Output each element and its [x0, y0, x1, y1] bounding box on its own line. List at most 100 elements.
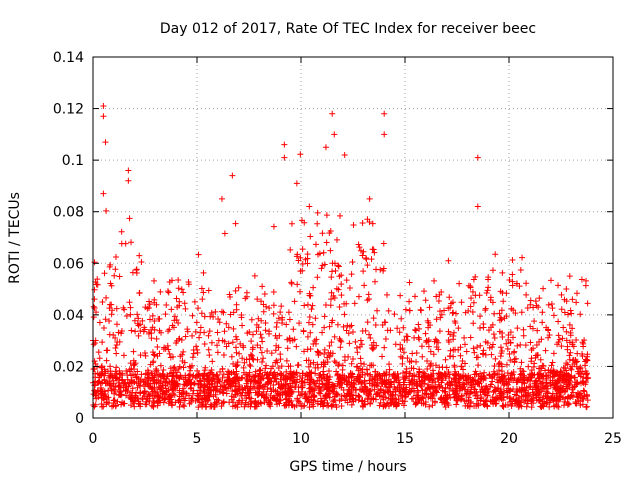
data-point	[358, 397, 365, 404]
data-point	[126, 368, 133, 375]
data-point	[364, 262, 371, 269]
data-point	[489, 344, 496, 351]
data-point	[320, 368, 327, 375]
data-point	[321, 346, 328, 353]
data-point	[427, 363, 434, 370]
data-point	[230, 325, 237, 332]
data-point	[319, 230, 326, 237]
data-point	[175, 397, 182, 404]
data-point	[477, 325, 484, 332]
data-point	[297, 268, 304, 275]
data-point	[299, 246, 306, 253]
data-point	[461, 334, 468, 341]
data-point	[367, 400, 374, 407]
data-point	[549, 359, 556, 366]
data-point	[510, 349, 517, 356]
data-point	[558, 343, 565, 350]
data-point	[109, 307, 116, 314]
data-point	[308, 306, 315, 313]
data-point	[201, 340, 208, 347]
data-point	[208, 309, 215, 316]
data-point	[427, 348, 434, 355]
data-point	[129, 269, 136, 276]
data-point	[401, 337, 408, 344]
data-point	[314, 209, 321, 216]
data-point	[307, 361, 314, 368]
data-point	[257, 383, 264, 390]
data-point	[310, 284, 317, 291]
data-point	[263, 362, 270, 369]
data-point	[262, 320, 269, 327]
data-point	[151, 380, 158, 387]
data-point	[153, 301, 160, 308]
data-point	[528, 346, 535, 353]
data-point	[446, 385, 453, 392]
data-point	[499, 333, 506, 340]
data-point	[357, 360, 364, 367]
data-point	[155, 316, 162, 323]
data-point	[238, 314, 245, 321]
data-point	[303, 357, 310, 364]
data-point	[176, 403, 183, 410]
data-point	[112, 345, 119, 352]
data-point	[508, 305, 515, 312]
data-point	[160, 367, 167, 374]
data-point	[106, 331, 113, 338]
data-point	[563, 328, 570, 335]
data-point	[528, 355, 535, 362]
data-point	[418, 343, 425, 350]
data-point	[519, 254, 526, 261]
data-point	[133, 374, 140, 381]
data-point	[465, 379, 472, 386]
data-point	[116, 374, 123, 381]
data-point	[194, 390, 201, 397]
data-point	[422, 297, 429, 304]
data-point	[165, 346, 172, 353]
data-point	[324, 373, 331, 380]
data-point	[137, 321, 144, 328]
data-point	[581, 393, 588, 400]
data-point	[344, 399, 351, 406]
data-point	[559, 335, 566, 342]
data-point	[504, 389, 511, 396]
data-point	[432, 362, 439, 369]
data-point	[283, 396, 290, 403]
data-points	[90, 102, 591, 411]
data-point	[415, 395, 422, 402]
data-point	[437, 308, 444, 315]
data-point	[491, 334, 498, 341]
data-point	[452, 393, 459, 400]
data-point	[255, 379, 262, 386]
data-point	[400, 402, 407, 409]
data-point	[95, 349, 102, 356]
data-point	[469, 288, 476, 295]
data-point	[494, 376, 501, 383]
data-point	[427, 395, 434, 402]
data-point	[441, 400, 448, 407]
data-point	[349, 356, 356, 363]
data-point	[316, 372, 323, 379]
data-point	[469, 309, 476, 316]
data-point	[539, 319, 546, 326]
data-point	[100, 190, 107, 197]
data-point	[219, 383, 226, 390]
data-point	[142, 401, 149, 408]
data-point	[491, 310, 498, 317]
data-point	[120, 304, 127, 311]
data-point	[123, 312, 130, 319]
data-point	[434, 375, 441, 382]
data-point	[444, 400, 451, 407]
data-point	[548, 300, 555, 307]
data-point	[260, 308, 267, 315]
data-point	[270, 371, 277, 378]
data-point	[524, 377, 531, 384]
data-point	[504, 401, 511, 408]
data-point	[328, 339, 335, 346]
data-point	[301, 402, 308, 409]
data-point	[459, 357, 466, 364]
data-point	[516, 377, 523, 384]
data-point	[208, 366, 215, 373]
data-point	[180, 402, 187, 409]
data-point	[273, 335, 280, 342]
data-point	[268, 378, 275, 385]
